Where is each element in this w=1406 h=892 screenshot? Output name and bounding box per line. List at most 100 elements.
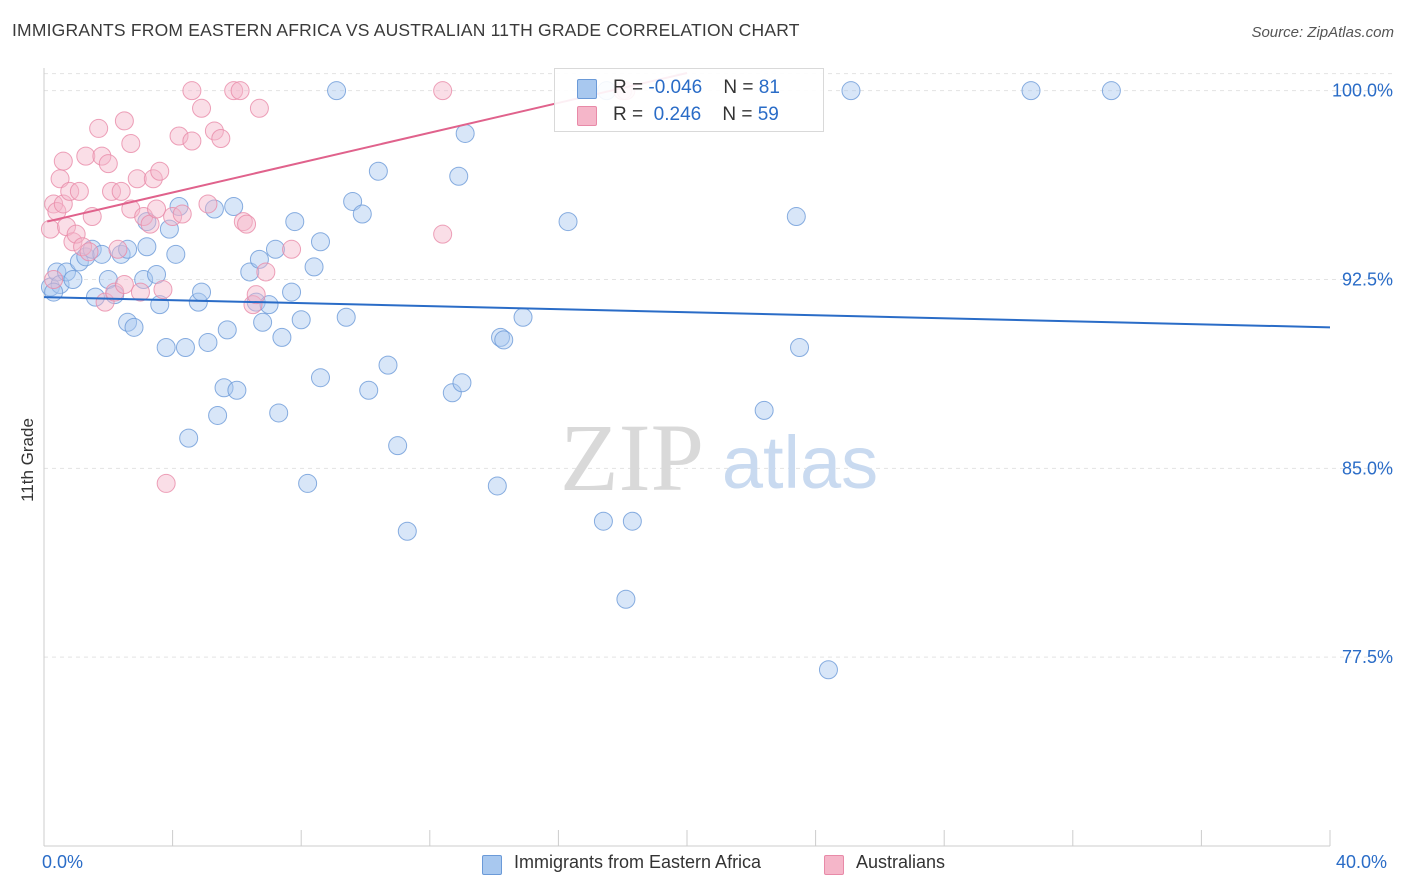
data-point — [352, 204, 372, 224]
data-point — [256, 262, 276, 282]
data-point — [63, 269, 83, 289]
data-point — [616, 589, 636, 609]
data-point — [182, 81, 202, 101]
data-point — [53, 151, 73, 171]
data-point — [227, 380, 247, 400]
data-point — [53, 194, 73, 214]
data-point — [491, 327, 511, 347]
legend-n-value: 59 — [757, 104, 779, 125]
data-point — [230, 81, 250, 101]
data-point — [494, 330, 514, 350]
data-point — [224, 196, 244, 216]
data-point — [188, 292, 208, 312]
data-point — [754, 400, 774, 420]
data-point — [452, 373, 472, 393]
data-point — [114, 111, 134, 131]
data-point — [118, 312, 138, 332]
data-point — [111, 181, 131, 201]
y-axis-label: 11th Grade — [18, 418, 37, 502]
data-point — [108, 239, 128, 259]
data-point — [150, 161, 170, 181]
legend-r-value: 0.246 — [648, 104, 702, 125]
legend-swatch-pink — [577, 106, 597, 126]
bottom-legend: Immigrants from Eastern Africa Australia… — [0, 852, 1406, 878]
data-point — [433, 224, 453, 244]
data-point — [208, 405, 228, 425]
legend-r-label: R = — [613, 77, 649, 98]
data-point — [249, 98, 269, 118]
data-point — [269, 403, 289, 423]
data-point — [134, 269, 154, 289]
gridlines — [44, 73, 1394, 658]
data-point — [47, 202, 67, 222]
data-point — [298, 473, 318, 493]
data-point — [455, 123, 475, 143]
data-point — [69, 181, 89, 201]
data-point — [111, 244, 131, 264]
legend-row-immigrants: R = -0.046 N = 81 — [577, 75, 780, 101]
data-point — [622, 511, 642, 531]
data-point — [169, 126, 189, 146]
data-point — [105, 282, 125, 302]
data-point — [121, 134, 141, 154]
data-point — [76, 247, 96, 267]
data-point — [433, 81, 453, 101]
data-point — [237, 214, 257, 234]
data-point — [310, 368, 330, 388]
legend-n-value: 81 — [758, 77, 780, 98]
data-point — [118, 239, 138, 259]
data-point — [89, 118, 109, 138]
data-point — [98, 154, 118, 174]
data-point — [179, 428, 199, 448]
stats-legend: R = -0.046 N = 81 R = 0.246 N = 59 — [554, 68, 824, 132]
data-point — [487, 476, 507, 496]
data-point — [246, 285, 266, 305]
watermark: ZIP atlas — [560, 404, 878, 511]
bottom-legend-label: Australians — [856, 852, 946, 872]
legend-r-value: -0.046 — [648, 77, 703, 98]
data-point — [272, 327, 292, 347]
data-point — [130, 282, 150, 302]
data-point — [156, 473, 176, 493]
data-point — [204, 199, 224, 219]
data-point — [166, 244, 186, 264]
data-point — [156, 337, 176, 357]
data-point — [343, 191, 363, 211]
data-point — [285, 212, 305, 232]
data-point — [397, 521, 417, 541]
data-point — [124, 317, 144, 337]
legend-n-label: N = — [722, 104, 758, 125]
data-point — [1021, 81, 1041, 101]
data-point — [1101, 81, 1121, 101]
data-point — [259, 295, 279, 315]
data-point — [63, 232, 83, 252]
data-point — [192, 282, 212, 302]
data-point — [359, 380, 379, 400]
series-immigrants-points — [40, 81, 1121, 680]
data-point — [114, 275, 134, 295]
legend-n-label: N = — [723, 77, 759, 98]
data-point — [169, 196, 189, 216]
data-point — [76, 146, 96, 166]
data-point — [217, 320, 237, 340]
y-tick-label: 92.5% — [1342, 269, 1393, 289]
y-tick-labels: 77.5% 85.0% 92.5% 100.0% — [1332, 81, 1393, 668]
data-point — [147, 199, 167, 219]
data-point — [513, 307, 533, 327]
data-point — [841, 81, 861, 101]
data-point — [449, 166, 469, 186]
legend-row-australians: R = 0.246 N = 59 — [577, 102, 779, 128]
data-point — [143, 169, 163, 189]
data-point — [282, 282, 302, 302]
data-point — [388, 436, 408, 456]
data-point — [593, 511, 613, 531]
data-point — [192, 98, 212, 118]
data-point — [198, 332, 218, 352]
data-point — [60, 181, 80, 201]
data-point — [336, 307, 356, 327]
data-point — [310, 232, 330, 252]
data-point — [175, 337, 195, 357]
data-point — [198, 194, 218, 214]
data-point — [79, 242, 99, 262]
data-point — [378, 355, 398, 375]
